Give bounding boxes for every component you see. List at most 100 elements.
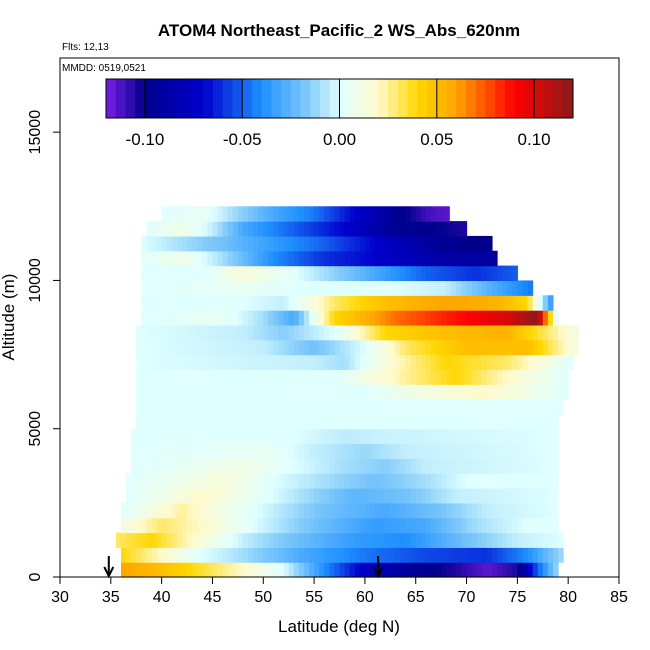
colorbar-segment [475, 79, 486, 118]
heatmap-cell [471, 562, 478, 578]
heatmap-cell [319, 310, 325, 326]
heatmap-cell [263, 250, 269, 267]
heatmap-cell [283, 413, 290, 430]
heatmap-cell [456, 502, 463, 519]
heatmap-cell [476, 517, 483, 534]
heatmap-cell [537, 473, 544, 489]
heatmap-cell [131, 502, 137, 519]
heatmap-cell [400, 295, 407, 311]
heatmap-cell [461, 517, 468, 534]
heatmap-cell [227, 235, 234, 252]
heatmap-cell [146, 443, 153, 459]
heatmap-cell [314, 235, 320, 252]
heatmap-cell [242, 473, 249, 489]
heatmap-cell [263, 295, 269, 311]
heatmap-cell [522, 324, 529, 341]
heatmap-cell [278, 295, 285, 311]
heatmap-cell [192, 502, 198, 519]
heatmap-cell [319, 221, 325, 237]
heatmap-cell [141, 235, 147, 252]
heatmap-cell [547, 458, 554, 474]
heatmap-cell [415, 399, 422, 415]
heatmap-cell [385, 354, 391, 370]
heatmap-cell [334, 428, 341, 445]
heatmap-cell [405, 502, 412, 519]
heatmap-cell [268, 280, 275, 296]
heatmap-cell [375, 547, 381, 563]
heatmap-cell [187, 339, 193, 356]
x-tick-label: 50 [254, 589, 272, 606]
heatmap-cell [491, 532, 498, 548]
heatmap-cell [497, 339, 503, 356]
heatmap-cell [217, 488, 224, 504]
heatmap-cell [349, 339, 356, 356]
heatmap-cell [430, 517, 437, 534]
colorbar-segment [164, 79, 175, 118]
heatmap-cell [131, 428, 137, 445]
heatmap-cell [385, 324, 391, 341]
heatmap-cell [476, 488, 483, 504]
heatmap-cell [176, 280, 183, 296]
colorbar-segment [456, 79, 467, 118]
heatmap-cell [197, 532, 203, 548]
heatmap-cell [181, 428, 188, 445]
heatmap-cell [253, 428, 259, 445]
heatmap-cell [181, 473, 188, 489]
heatmap-cell [451, 235, 457, 252]
heatmap-cell [502, 339, 508, 356]
heatmap-cell [359, 458, 366, 474]
heatmap-cell [537, 517, 544, 534]
heatmap-cell [161, 488, 168, 504]
heatmap-cell [187, 250, 193, 267]
heatmap-cell [385, 206, 391, 222]
heatmap-cell [359, 265, 366, 282]
heatmap-cell [425, 399, 432, 415]
heatmap-cell [298, 235, 305, 252]
heatmap-cell [242, 562, 249, 578]
colorbar-segment [281, 79, 292, 118]
heatmap-cell [202, 473, 208, 489]
flights-label: Flts: 12,13 [62, 42, 109, 53]
heatmap-cell [573, 324, 579, 341]
heatmap-cell [237, 458, 244, 474]
heatmap-cell [451, 517, 457, 534]
heatmap-cell [288, 324, 295, 341]
heatmap-cell [471, 547, 478, 563]
heatmap-cell [349, 324, 356, 341]
heatmap-cell [242, 295, 249, 311]
heatmap-cell [405, 547, 412, 563]
heatmap-cell [542, 399, 549, 415]
heatmap-cell [141, 265, 147, 282]
heatmap-cell [476, 562, 483, 578]
heatmap-cell [217, 547, 224, 563]
heatmap-cell [502, 532, 508, 548]
heatmap-cell [359, 369, 366, 385]
heatmap-cell [298, 502, 305, 519]
heatmap-cell [517, 443, 524, 459]
heatmap-cell [298, 473, 305, 489]
heatmap-cell [344, 399, 351, 415]
heatmap-cell [461, 250, 468, 267]
heatmap-cell [166, 221, 173, 237]
heatmap-cell [446, 339, 452, 356]
heatmap-cell [354, 295, 361, 311]
heatmap-cell [461, 324, 468, 341]
heatmap-cell [120, 547, 127, 563]
heatmap-cell [146, 532, 153, 548]
heatmap-cell [232, 443, 239, 459]
heatmap-cell [202, 428, 208, 445]
heatmap-cell [298, 384, 305, 400]
heatmap-cell [329, 562, 336, 578]
heatmap-cell [481, 473, 488, 489]
heatmap-cell [258, 221, 264, 237]
heatmap-cell [298, 295, 305, 311]
heatmap-cell [212, 399, 219, 415]
heatmap-cell [120, 517, 127, 534]
heatmap-cell [481, 250, 488, 267]
heatmap-cell [364, 399, 371, 415]
heatmap-cell [334, 384, 341, 400]
heatmap-cell [395, 428, 402, 445]
heatmap-cell [283, 562, 290, 578]
heatmap-cell [324, 443, 330, 459]
heatmap-cell [400, 488, 407, 504]
